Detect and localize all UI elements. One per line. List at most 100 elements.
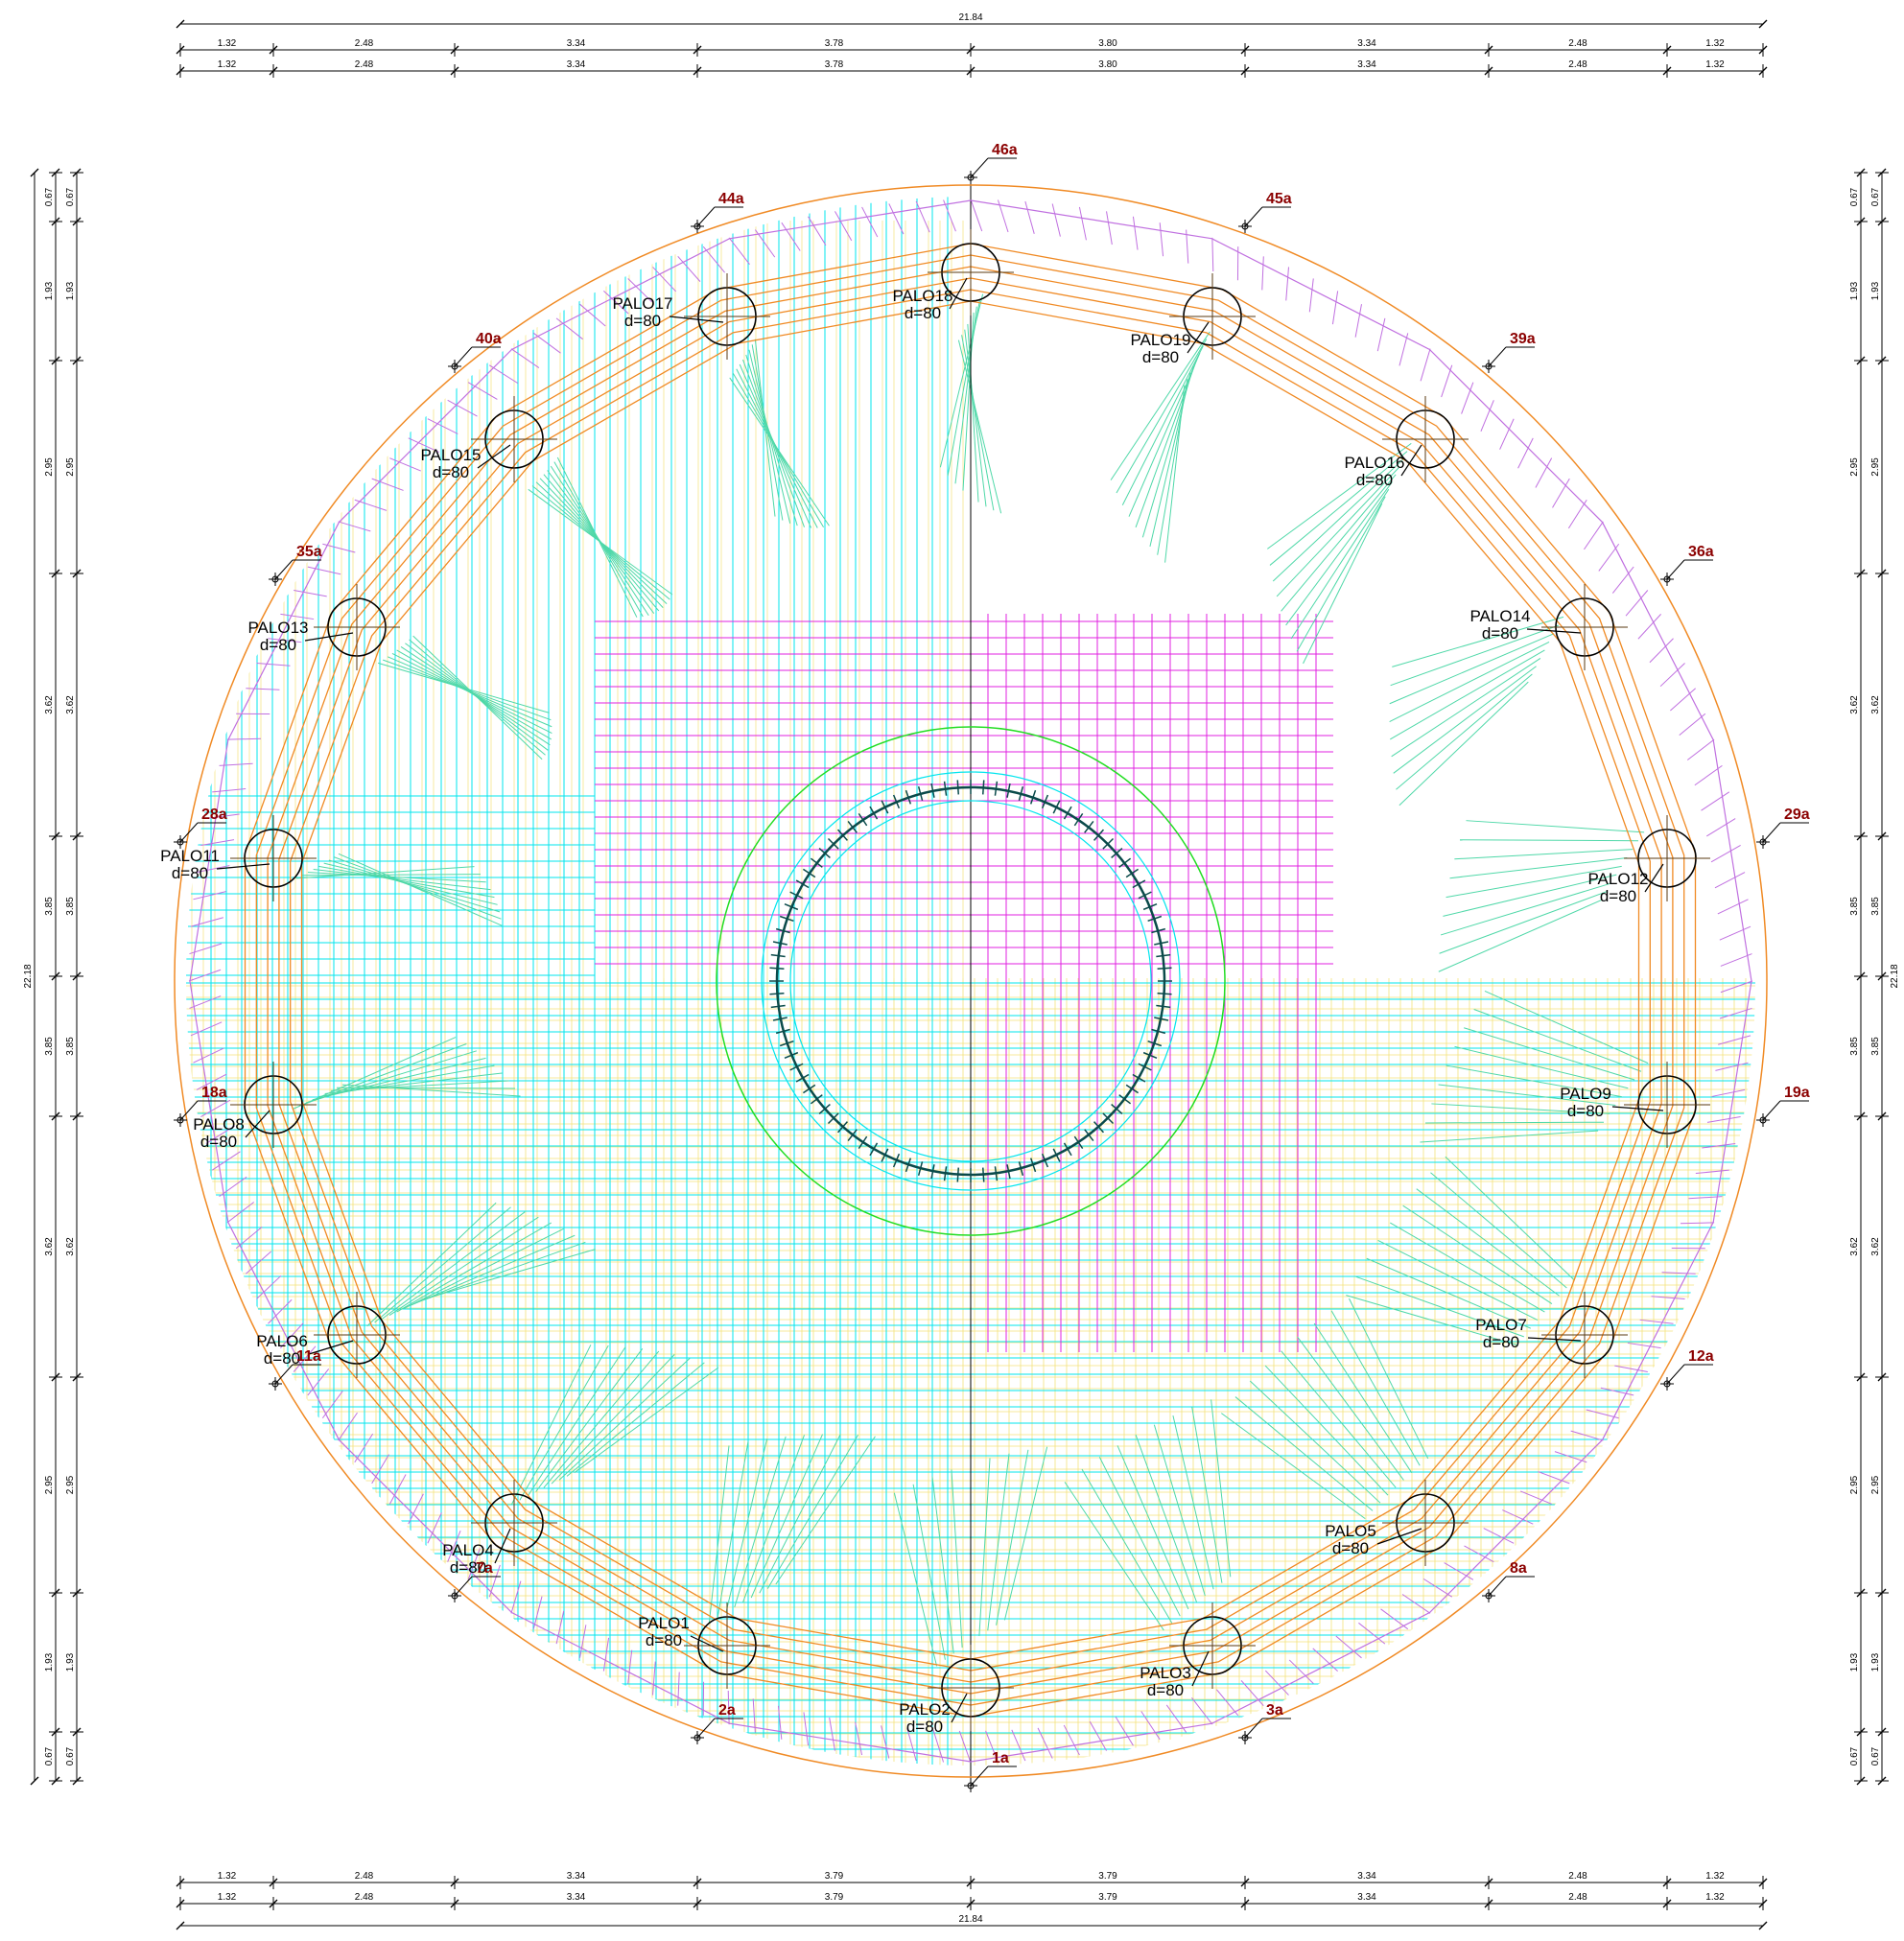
pile-leader bbox=[1191, 1650, 1210, 1687]
dim-value: 0.67 bbox=[1849, 1746, 1860, 1766]
anchor-bolt bbox=[770, 953, 786, 958]
point-label: 46a bbox=[992, 142, 1018, 158]
point-leader bbox=[179, 1100, 199, 1121]
perimeter-tick bbox=[1037, 1727, 1053, 1759]
dim-value: 2.48 bbox=[1568, 59, 1587, 70]
radial-hatch-line bbox=[1330, 1310, 1421, 1466]
anchor-bolt bbox=[1154, 941, 1169, 946]
dim-value: 3.85 bbox=[44, 897, 55, 916]
pile-leader bbox=[308, 1340, 354, 1355]
survey-point-1a: 1a bbox=[964, 1750, 1017, 1792]
outer-circle bbox=[174, 184, 1768, 1778]
survey-point-44a: 44a bbox=[691, 191, 744, 233]
pile-label: PALO18 bbox=[892, 287, 952, 305]
anchor-bolt bbox=[1041, 1153, 1049, 1168]
point-leader bbox=[1244, 206, 1263, 227]
radial-hatch-line bbox=[1234, 1396, 1374, 1511]
point-leader bbox=[1244, 1718, 1263, 1739]
perimeter-tick bbox=[1444, 1562, 1474, 1580]
point-label: 39a bbox=[1510, 331, 1536, 347]
pile-leader bbox=[1400, 444, 1422, 477]
perimeter-tick bbox=[268, 638, 302, 643]
perimeter-tick bbox=[1132, 216, 1139, 250]
radial-hatch-line bbox=[1211, 1399, 1232, 1578]
pile-leader bbox=[1376, 1528, 1422, 1545]
radial-hatch-line bbox=[336, 1087, 515, 1089]
radial-hatch-line bbox=[366, 1202, 497, 1327]
survey-point-18a: 18a bbox=[174, 1085, 227, 1127]
point-leader bbox=[1762, 822, 1781, 843]
radial-hatch-line bbox=[1399, 681, 1529, 807]
dim-value: 1.93 bbox=[44, 1652, 55, 1672]
perimeter-tick bbox=[1401, 1594, 1431, 1614]
perimeter-tick bbox=[943, 199, 956, 232]
dim-value: 1.32 bbox=[218, 59, 237, 70]
radial-hatch-line bbox=[1121, 345, 1204, 505]
point-leader bbox=[454, 346, 473, 367]
anchor-bolt bbox=[930, 1164, 935, 1180]
perimeter-tick bbox=[1586, 1409, 1619, 1419]
perimeter-tick bbox=[906, 1728, 917, 1762]
perimeter-tick bbox=[1051, 203, 1061, 237]
dim-tick bbox=[176, 1921, 185, 1930]
perimeter-tick bbox=[1285, 267, 1289, 301]
radial-hatch-line bbox=[893, 1492, 938, 1667]
perimeter-tick bbox=[467, 1548, 481, 1580]
point-label: 29a bbox=[1784, 807, 1810, 823]
perimeter-tick bbox=[338, 1412, 358, 1441]
radial-hatch-line bbox=[754, 339, 776, 517]
radial-hatch-line bbox=[736, 368, 818, 528]
anchor-bolt bbox=[1052, 800, 1061, 814]
perimeter-tick bbox=[1211, 237, 1214, 271]
anchor-bolt bbox=[827, 837, 839, 850]
radial-hatch-line bbox=[1116, 339, 1208, 494]
radial-hatch-line bbox=[987, 1453, 1010, 1631]
anchor-bolt bbox=[1156, 1004, 1171, 1009]
anchor-bolt bbox=[1073, 1135, 1084, 1150]
point-leader bbox=[696, 1718, 716, 1739]
perimeter-tick bbox=[1354, 304, 1362, 338]
radial-hatch-line bbox=[1466, 820, 1645, 833]
anchor-bolt bbox=[1157, 967, 1172, 970]
perimeter-tick bbox=[193, 1047, 224, 1064]
dim-value: 1.32 bbox=[1705, 59, 1725, 70]
dim-value: 0.67 bbox=[1849, 187, 1860, 206]
perimeter-tick bbox=[1701, 791, 1730, 811]
radial-hatch-line bbox=[328, 859, 501, 913]
anchor-bolt bbox=[1041, 794, 1049, 809]
pile-diameter: d=80 bbox=[1332, 1539, 1369, 1557]
radial-hatch-line bbox=[574, 1367, 719, 1474]
dim-value: 1.32 bbox=[1705, 1892, 1725, 1903]
perimeter-tick bbox=[371, 478, 404, 491]
pile-leader bbox=[216, 863, 270, 870]
dim-value: 1.32 bbox=[1705, 38, 1725, 49]
anchor-bolt bbox=[869, 1142, 879, 1157]
pile-diameter: d=80 bbox=[200, 1133, 237, 1151]
perimeter-tick bbox=[190, 917, 223, 927]
dim-total: 21.84 bbox=[958, 1914, 982, 1925]
anchor-bolt bbox=[858, 812, 868, 827]
radial-hatch-line bbox=[1290, 488, 1390, 640]
radial-hatch-line bbox=[1473, 1009, 1642, 1072]
radial-hatch-line bbox=[388, 1216, 539, 1316]
point-leader bbox=[970, 157, 989, 178]
radial-hatch-line bbox=[1249, 1380, 1381, 1504]
dim-value: 3.62 bbox=[44, 695, 55, 714]
anchor-bolt bbox=[1073, 812, 1084, 827]
pile-diameter: d=80 bbox=[905, 304, 941, 322]
perimeter-tick bbox=[1261, 256, 1264, 291]
radial-hatch-line bbox=[1172, 1415, 1214, 1590]
anchor-bolt bbox=[784, 902, 799, 911]
radial-hatch-line bbox=[1449, 856, 1628, 879]
perimeter-tick bbox=[510, 1580, 522, 1614]
radial-hatch-line bbox=[1110, 331, 1211, 480]
point-label: 18a bbox=[201, 1085, 227, 1101]
anchor-bolt bbox=[1029, 1158, 1037, 1173]
anchor-bolt bbox=[847, 820, 858, 833]
anchor-bolt bbox=[789, 891, 804, 900]
perimeter-tick bbox=[467, 382, 498, 400]
